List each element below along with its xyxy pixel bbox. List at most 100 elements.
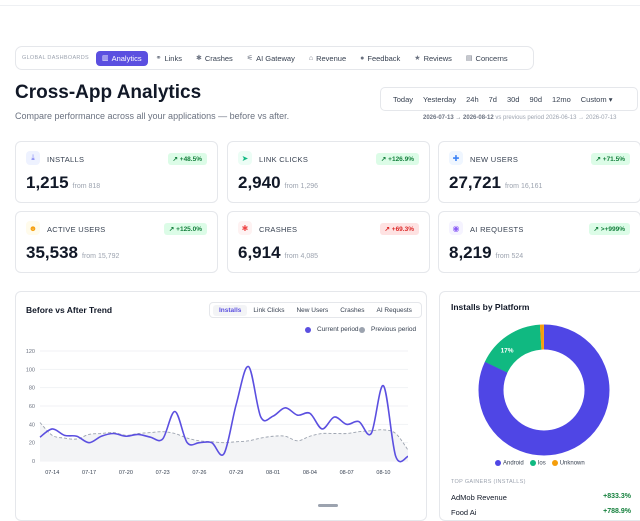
platform-legend: Android Ios Unknown (495, 460, 585, 467)
tab-crashes[interactable]: ✱ Crashes (190, 51, 239, 66)
metric-previous: from 4,085 (284, 253, 319, 260)
metric-previous: from 818 (72, 183, 101, 190)
legend-current-label: Current period (317, 326, 359, 333)
metric-value-row: 35,538 from 15,792 (26, 243, 119, 263)
metric-tab-installs[interactable]: Installs (213, 304, 248, 316)
range-option-24h[interactable]: 24h (466, 94, 479, 104)
page-subtitle: Compare performance across all your appl… (15, 111, 290, 121)
tab-ai-gateway[interactable]: ⚟ AI Gateway (241, 51, 301, 66)
metric-previous: from 1,296 (284, 183, 319, 190)
slice-label: 17% (501, 348, 514, 355)
star-icon: ★ (414, 55, 421, 62)
gainer-name: AdMob Revenue (451, 493, 507, 502)
tab-concerns[interactable]: ▤ Concerns (460, 51, 514, 66)
range-option-90d[interactable]: 90d (529, 94, 542, 104)
legend-android[interactable]: Android (495, 460, 524, 467)
tab-analytics[interactable]: ▥ Analytics (95, 50, 148, 66)
metric-value: 1,215 (26, 173, 69, 192)
nav-label: GLOBAL DASHBOARDS (22, 55, 89, 61)
compare-range: vs previous period 2026-06-13 → 2026-07-… (495, 115, 617, 121)
metric-tab-link-clicks[interactable]: Link Clicks (253, 306, 285, 314)
top-strip (0, 0, 640, 6)
tab-links[interactable]: ⚭ Links (150, 51, 188, 66)
metric-value: 2,940 (238, 173, 281, 192)
previous-period-line (39, 422, 409, 451)
range-option-30d[interactable]: 30d (506, 94, 520, 104)
dashboard-nav: GLOBAL DASHBOARDS ▥ Analytics ⚭ Links ✱ Crash… (15, 46, 534, 70)
cursor-icon: ➤ (238, 151, 252, 165)
legend-ios[interactable]: Ios (529, 460, 546, 467)
metric-card-installs[interactable]: ⤓ INSTALLS ↗ +48.5% 1,215 from 818 (15, 141, 218, 203)
tab-feedback[interactable]: ● Feedback (354, 51, 406, 66)
x-tick-label: 07-14 (45, 470, 59, 476)
range-option-7d[interactable]: 7d (488, 94, 497, 104)
gainers-label: TOP GAINERS (INSTALLS) (451, 479, 526, 485)
x-tick-label: 08-04 (303, 470, 317, 476)
range-option-yesterday[interactable]: Yesterday (423, 94, 457, 104)
change-badge: ↗ >+999% (588, 223, 630, 235)
gainer-change: +833.3% (603, 493, 631, 500)
change-badge: ↗ +48.5% (167, 153, 207, 165)
current-range: 2026-07-13 → 2026-08-12 (423, 115, 494, 121)
x-tick-label: 07-17 (82, 470, 96, 476)
legend-dot (495, 460, 501, 466)
change-badge: ↗ +126.9% (375, 153, 419, 165)
change-badge: ↗ +69.3% (379, 223, 419, 235)
metric-card-new-users[interactable]: ✚ NEW USERS ↗ +71.5% 27,721 from 16,161 (438, 141, 640, 203)
metric-label: AI REQUESTS (470, 225, 524, 234)
metric-label: CRASHES (259, 225, 298, 234)
metric-tab-ai-requests[interactable]: AI Requests (376, 306, 412, 314)
tab-label: Links (164, 53, 182, 63)
legend-unknown[interactable]: Unknown (551, 460, 585, 467)
metric-label: LINK CLICKS (259, 155, 309, 164)
gainer-row[interactable]: Food Ai +788.9% (451, 508, 631, 517)
metric-card-crashes[interactable]: ✱ CRASHES ↗ +69.3% 6,914 from 4,085 (227, 211, 430, 273)
metric-card-active-users[interactable]: ☻ ACTIVE USERS ↗ +125.0% 35,538 from 15,792 (15, 211, 218, 273)
current-dot (305, 326, 311, 333)
metric-value-row: 6,914 from 4,085 (238, 243, 318, 263)
metric-value-row: 1,215 from 818 (26, 173, 100, 193)
y-tick-label: 80 (29, 386, 35, 392)
tab-label: AI Gateway (256, 53, 295, 63)
tab-reviews[interactable]: ★ Reviews (408, 51, 458, 66)
x-tick-label: 08-07 (340, 470, 354, 476)
bank-icon: ⌂ (308, 54, 314, 62)
legend-dot (529, 460, 536, 466)
chat-icon: ● (360, 54, 365, 62)
donut-slice-android[interactable] (478, 324, 610, 456)
metric-previous: from 16,161 (505, 183, 543, 190)
donut-slice-unknown[interactable] (478, 324, 610, 456)
legend-label: Android (503, 460, 524, 467)
gainer-change: +788.9% (603, 508, 631, 515)
y-tick-label: 120 (26, 349, 35, 355)
metric-value-row: 2,940 from 1,296 (238, 173, 318, 193)
metric-card-link-clicks[interactable]: ➤ LINK CLICKS ↗ +126.9% 2,940 from 1,296 (227, 141, 430, 203)
trend-legend-previous: Previous period (359, 326, 416, 333)
range-option-12mo[interactable]: 12mo (552, 94, 571, 104)
page-title: Cross-App Analytics (15, 82, 202, 103)
x-tick-label: 08-01 (266, 470, 280, 476)
metric-label: ACTIVE USERS (47, 225, 106, 234)
slice-label: 82% (571, 451, 584, 458)
metric-label: NEW USERS (470, 155, 519, 164)
metric-tabs: Installs Link Clicks New Users Crashes AI Re… (209, 302, 422, 318)
metric-previous: from 524 (495, 253, 524, 260)
x-tick-label: 07-26 (192, 470, 206, 476)
ai-icon: ⚟ (246, 55, 254, 62)
metric-tab-new-users[interactable]: New Users (296, 306, 329, 314)
gainer-name: Food Ai (451, 508, 477, 517)
metric-tab-crashes[interactable]: Crashes (340, 306, 365, 314)
tab-revenue[interactable]: ⌂ Revenue (303, 51, 352, 66)
metric-card-ai-requests[interactable]: ◉ AI REQUESTS ↗ >+999% 8,219 from 524 (438, 211, 640, 273)
trend-title: Before vs After Trend (26, 305, 113, 315)
gainer-row[interactable]: AdMob Revenue +833.3% (451, 493, 631, 502)
date-range-text: 2026-07-13 → 2026-08-12 vs previous peri… (423, 115, 616, 121)
range-option-today[interactable]: Today (393, 94, 414, 104)
download-icon: ⤓ (26, 151, 40, 165)
tab-label: Reviews (423, 53, 452, 63)
metric-value: 6,914 (238, 243, 281, 262)
range-option-custom[interactable]: Custom ▾ (580, 94, 613, 104)
y-tick-label: 100 (26, 367, 35, 373)
scroll-indicator[interactable] (318, 504, 338, 507)
change-badge: ↗ +71.5% (590, 153, 630, 165)
